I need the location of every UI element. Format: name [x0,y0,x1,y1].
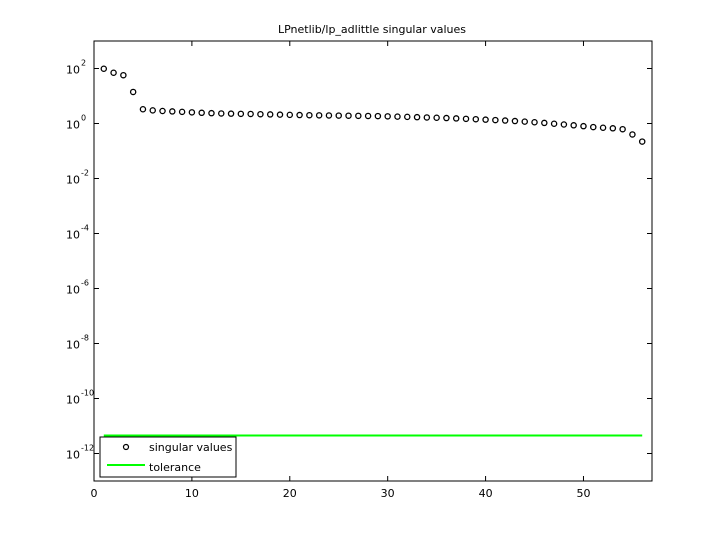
singular-value-point [521,118,528,125]
singular-value-point [492,116,499,124]
singular-value-point [541,119,548,127]
y-tick-label-base: 10 [66,229,80,242]
y-tick-label-base: 10 [66,119,80,132]
singular-value-point [550,120,558,127]
singular-value-point [159,107,166,115]
singular-value-point [237,110,245,118]
singular-value-point [325,112,333,119]
singular-value-point [188,109,196,116]
singular-value-point [276,111,284,118]
chart-title: LPnetlib/lp_adlittle singular values [278,23,466,36]
singular-value-point [394,113,401,120]
singular-value-point [149,107,156,114]
y-tick-label-exponent: -4 [81,224,89,233]
singular-value-point [257,110,264,118]
y-tick-label-exponent: -6 [81,279,89,288]
singular-value-point [501,117,509,124]
singular-value-point [452,115,460,122]
x-tick-label: 10 [185,487,199,500]
singular-value-point [590,123,597,131]
singular-value-point [374,112,382,120]
legend-label-singular-values: singular values [149,441,233,454]
singular-value-point [599,124,607,132]
singular-value-point [472,115,480,123]
singular-value-point [638,138,646,145]
singular-value-point [139,105,147,113]
y-tick-label-base: 10 [66,174,80,187]
singular-value-point [413,113,421,121]
axis-ticks: 0 10 20 30 40 5010210010-210-410-610-810-1010… [66,41,652,500]
singular-value-point [384,113,391,120]
singular-value-point [169,108,176,115]
y-tick-label-base: 10 [66,64,80,77]
singular-value-point [178,108,186,116]
singular-value-point [335,112,342,119]
singular-value-point [198,109,205,117]
singular-value-point [580,122,587,130]
singular-value-point [110,69,117,77]
singular-value-point [129,88,137,96]
singular-value-point [364,112,372,120]
y-tick-label-base: 10 [66,339,80,352]
y-tick-label-base: 10 [66,284,80,297]
singular-value-point [443,114,450,122]
singular-value-point [619,125,626,133]
singular-value-point [560,121,568,128]
y-tick-label-exponent: 0 [81,114,86,123]
y-tick-label-exponent: -10 [81,389,94,398]
y-tick-label-exponent: 2 [81,59,86,68]
singular-value-point [208,109,215,117]
singular-value-point [315,112,323,119]
x-tick-label: 20 [283,487,297,500]
y-tick-label-base: 10 [66,449,80,462]
singular-value-point [570,122,577,129]
singular-value-point [247,110,254,118]
singular-value-point [120,71,127,79]
x-tick-label: 50 [576,487,590,500]
singular-value-point [355,112,362,120]
x-tick-label: 40 [479,487,493,500]
singular-value-point [218,110,225,117]
singular-value-point [306,111,313,119]
plot-area [93,40,653,482]
legend: singular values tolerance [99,436,237,478]
singular-value-point [100,65,108,72]
singular-value-point [296,111,303,119]
x-tick-label: 30 [381,487,395,500]
singular-value-point [345,112,352,119]
legend-box [99,436,237,478]
singular-value-point [462,115,470,123]
legend-label-tolerance: tolerance [149,461,201,474]
singular-value-point [227,110,235,117]
singular-value-point [286,111,294,119]
singular-value-point [433,114,440,121]
singular-value-point [482,116,489,123]
y-tick-label-exponent: -8 [81,334,89,343]
y-tick-label-exponent: -12 [81,444,94,453]
singular-value-point [511,117,519,125]
singular-values-series [100,65,646,145]
singular-value-point [423,114,431,121]
y-tick-label-exponent: -2 [81,169,89,178]
y-tick-label-base: 10 [66,394,80,407]
singular-value-point [404,113,411,121]
legend-marker-singular-values [122,443,130,451]
singular-value-point [531,119,538,126]
singular-value-point [629,131,636,138]
singular-value-point [266,111,274,118]
singular-value-point [609,125,617,132]
x-tick-label: 0 [91,487,98,500]
